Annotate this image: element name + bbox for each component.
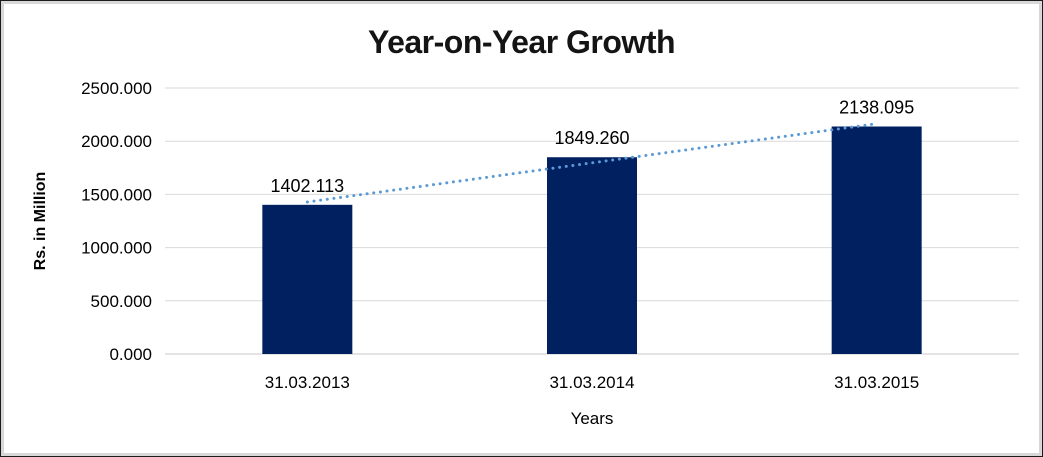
- y-tick-label: 2000.000: [81, 132, 152, 151]
- bar-data-label: 1402.113: [270, 176, 344, 196]
- chart-title: Year-on-Year Growth: [367, 24, 676, 60]
- x-tick-label: 31.03.2013: [265, 373, 350, 392]
- x-tick-label: 31.03.2014: [549, 373, 634, 392]
- y-tick-label: 500.000: [91, 292, 152, 311]
- x-tick-label: 31.03.2015: [834, 373, 919, 392]
- x-axis-title: Years: [570, 409, 614, 428]
- bar-data-label: 1849.260: [554, 128, 629, 148]
- trendline: [305, 122, 879, 204]
- y-tick-label: 1500.000: [81, 185, 152, 204]
- bar: [262, 204, 353, 354]
- y-tick-label: 1000.000: [81, 239, 152, 258]
- bar: [831, 126, 922, 355]
- bar-data-label: 2138.095: [839, 98, 914, 118]
- y-tick-label: 0.000: [109, 345, 152, 364]
- bar: [547, 157, 637, 354]
- y-tick-label: 2500.000: [81, 79, 152, 98]
